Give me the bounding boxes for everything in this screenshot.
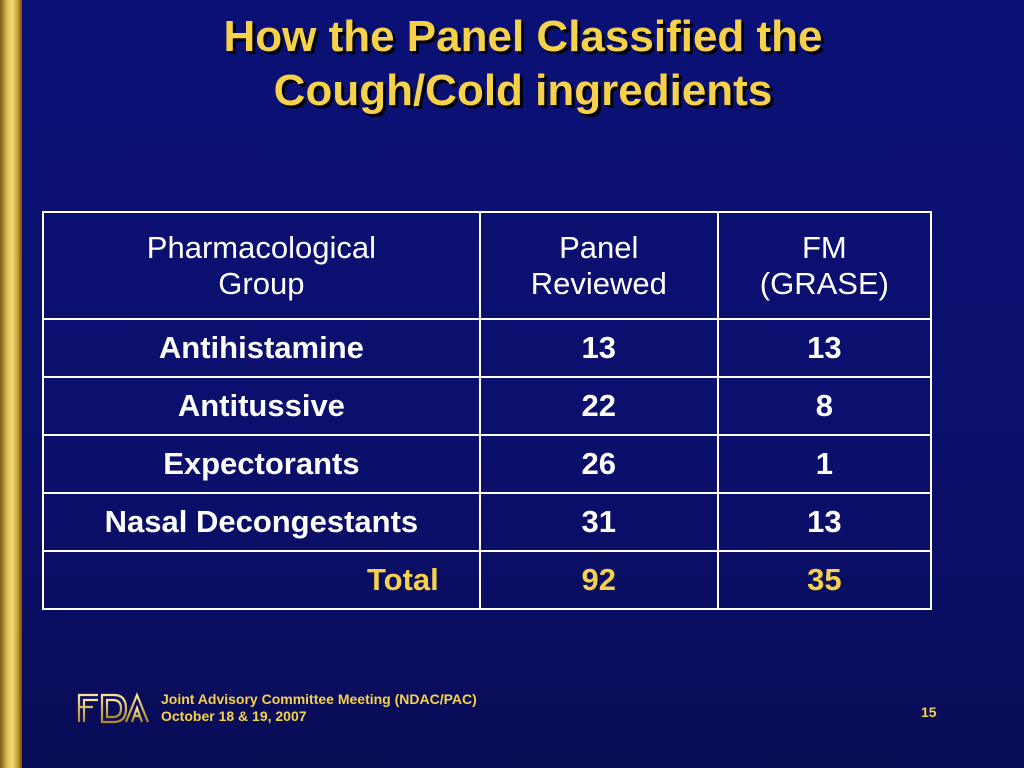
footer-meeting-date: October 18 & 19, 2007 bbox=[161, 708, 307, 724]
header-fm-grase: FM (GRASE) bbox=[716, 211, 933, 320]
cell-group: Expectorants bbox=[42, 434, 481, 494]
cell-panel-reviewed: 26 bbox=[478, 434, 719, 494]
slide-title-line-1: How the Panel Classified the bbox=[223, 12, 823, 61]
slide-title: How the Panel Classified the Cough/Cold … bbox=[22, 10, 1024, 118]
cell-group: Nasal Decongestants bbox=[42, 492, 481, 552]
total-label: Total bbox=[42, 550, 481, 610]
table-row: Expectorants 26 1 bbox=[42, 434, 933, 494]
cell-fm-grase: 13 bbox=[716, 492, 933, 552]
cell-fm-grase: 1 bbox=[716, 434, 933, 494]
footer-meeting-info: Joint Advisory Committee Meeting (NDAC/P… bbox=[161, 691, 477, 725]
classification-table: Pharmacological Group Panel Reviewed FM … bbox=[42, 211, 933, 610]
cell-panel-reviewed: 13 bbox=[478, 318, 719, 378]
cell-group: Antihistamine bbox=[42, 318, 481, 378]
total-fm-grase: 35 bbox=[716, 550, 933, 610]
header-pharmacological-group: Pharmacological Group bbox=[42, 211, 481, 320]
cell-panel-reviewed: 31 bbox=[478, 492, 719, 552]
total-panel-reviewed: 92 bbox=[478, 550, 719, 610]
header-panel-reviewed: Panel Reviewed bbox=[478, 211, 719, 320]
cell-fm-grase: 13 bbox=[716, 318, 933, 378]
table-row: Nasal Decongestants 31 13 bbox=[42, 492, 933, 552]
cell-fm-grase: 8 bbox=[716, 376, 933, 436]
table-row: Antitussive 22 8 bbox=[42, 376, 933, 436]
cell-panel-reviewed: 22 bbox=[478, 376, 719, 436]
slide-footer: Joint Advisory Committee Meeting (NDAC/P… bbox=[76, 690, 976, 730]
fda-logo bbox=[77, 692, 150, 724]
footer-meeting-title: Joint Advisory Committee Meeting (NDAC/P… bbox=[161, 691, 477, 707]
table-row: Antihistamine 13 13 bbox=[42, 318, 933, 378]
table-total-row: Total 92 35 bbox=[42, 550, 933, 610]
page-number: 15 bbox=[921, 704, 937, 720]
gold-side-bar bbox=[0, 0, 22, 768]
table-header-row: Pharmacological Group Panel Reviewed FM … bbox=[42, 211, 933, 320]
cell-group: Antitussive bbox=[42, 376, 481, 436]
slide-title-line-2: Cough/Cold ingredients bbox=[273, 66, 773, 115]
